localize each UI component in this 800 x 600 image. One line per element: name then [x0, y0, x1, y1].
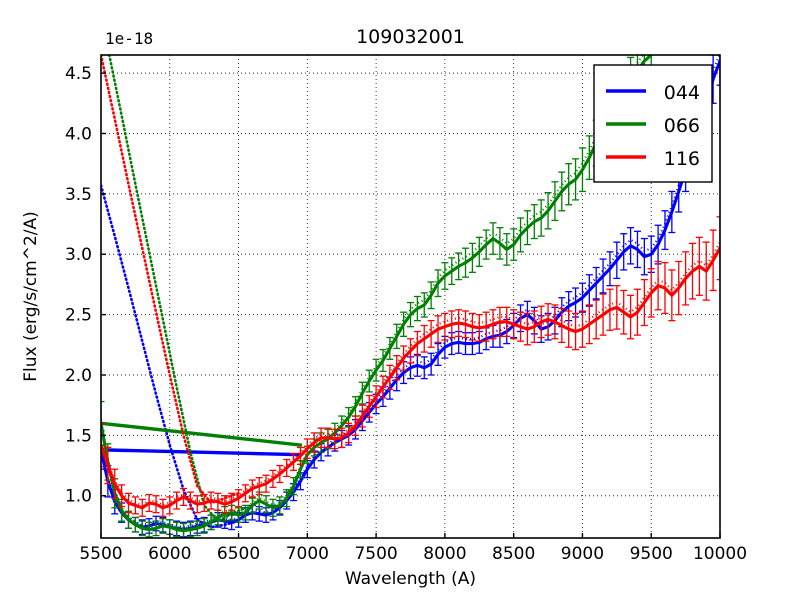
y-tick-label: 2.5	[65, 306, 92, 326]
x-tick-label: 9500	[630, 544, 673, 564]
x-tick-label: 6500	[217, 544, 260, 564]
axes-frame	[100, 54, 721, 539]
x-axis-label: Wavelength (A)	[345, 569, 476, 589]
line-116	[101, 246, 720, 510]
dotted-overlay-044	[101, 184, 240, 529]
y-tick-label: 3.5	[65, 185, 92, 205]
legend[interactable]: 044 066 116	[593, 64, 713, 183]
y-tick-label: 4.0	[65, 124, 92, 144]
plot-frame	[100, 54, 721, 539]
x-tick-label: 6000	[148, 544, 191, 564]
y-tick-label: 1.0	[65, 487, 92, 507]
baseline-segment-044	[101, 448, 303, 457]
data-series-layer	[101, 55, 720, 538]
clipped-series	[101, 55, 720, 538]
x-tick-label: 10000	[693, 544, 747, 564]
y-tick-label: 1.5	[65, 426, 92, 446]
x-tick-label: 9000	[561, 544, 604, 564]
page-title: 109032001	[356, 26, 465, 48]
y-axis-offset-label: 1e-18	[105, 29, 153, 48]
dotted-overlay-066	[107, 55, 247, 523]
axis-ticks: 5500 6000 6500 7000 7500 8000 8500 9000 9500 1000…	[65, 64, 747, 564]
x-tick-label: 8000	[423, 544, 466, 564]
y-axis-label: Flux (erg/s/cm^2/A)	[21, 211, 41, 382]
series-066	[101, 55, 655, 538]
series-116	[101, 55, 720, 517]
x-tick-label: 7500	[354, 544, 397, 564]
legend-label-044[interactable]: 044	[664, 82, 700, 104]
legend-label-116[interactable]: 116	[664, 148, 700, 170]
y-tick-label: 3.0	[65, 245, 92, 265]
y-tick-label: 4.5	[65, 64, 92, 84]
x-tick-label: 5500	[79, 544, 122, 564]
line-066	[101, 55, 653, 533]
y-tick-label: 2.0	[65, 366, 92, 386]
legend-label-066[interactable]: 066	[664, 115, 700, 137]
x-tick-label: 8500	[492, 544, 535, 564]
baseline-segment-066	[101, 421, 303, 447]
x-tick-label: 7000	[286, 544, 329, 564]
